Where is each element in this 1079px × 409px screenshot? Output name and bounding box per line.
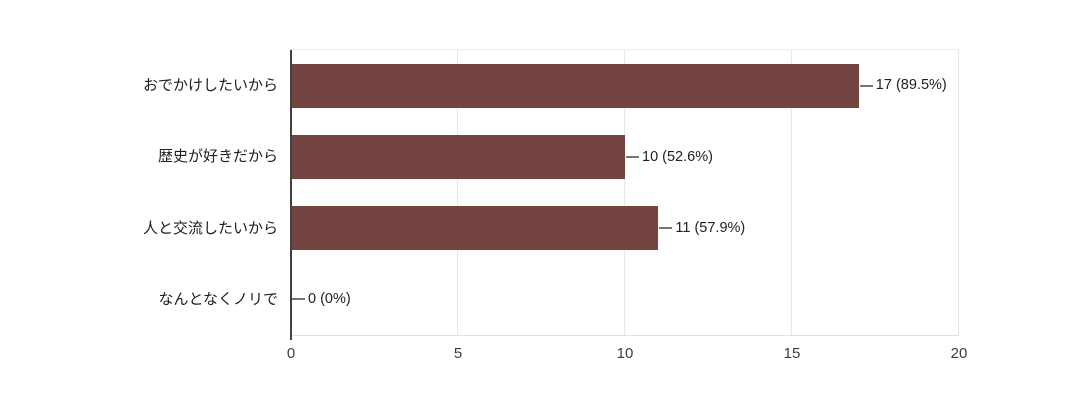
- value-connector-line: [292, 298, 305, 301]
- gridline-15: [791, 49, 792, 335]
- category-label: 歴史が好きだから: [157, 148, 278, 166]
- value-label: 11 (57.9%): [659, 206, 745, 250]
- bar-segment: [292, 134, 625, 179]
- value-label-text: 10 (52.6%): [642, 148, 713, 165]
- plot-top-border: [291, 49, 959, 50]
- x-tick-label: 5: [453, 345, 463, 362]
- category-label: なんとなくノリで: [158, 290, 278, 308]
- value-label: 0 (0%): [292, 277, 351, 321]
- gridline-10: [624, 49, 625, 335]
- gridline-5: [457, 49, 458, 335]
- value-connector-line: [659, 227, 673, 230]
- category-label: おでかけしたいから: [142, 77, 278, 95]
- bar-segment: [292, 206, 659, 251]
- value-label-text: 0 (0%): [308, 291, 351, 308]
- value-connector-line: [859, 84, 873, 87]
- value-label-text: 17 (89.5%): [875, 77, 947, 94]
- value-connector-line: [626, 155, 639, 158]
- x-tick-label: 15: [783, 345, 801, 362]
- value-label: 10 (52.6%): [626, 135, 713, 179]
- bar-segment: [292, 63, 859, 108]
- value-label-text: 11 (57.9%): [675, 219, 746, 236]
- x-tick-label: 0: [286, 345, 296, 362]
- gridline-20: [958, 49, 959, 335]
- x-tick-label: 20: [950, 345, 968, 362]
- x-axis-line: [291, 335, 959, 336]
- category-label: 人と交流したいから: [142, 219, 278, 237]
- x-tick-label: 10: [616, 345, 634, 362]
- y-axis-line: [290, 50, 292, 340]
- value-label: 17 (89.5%): [859, 64, 947, 108]
